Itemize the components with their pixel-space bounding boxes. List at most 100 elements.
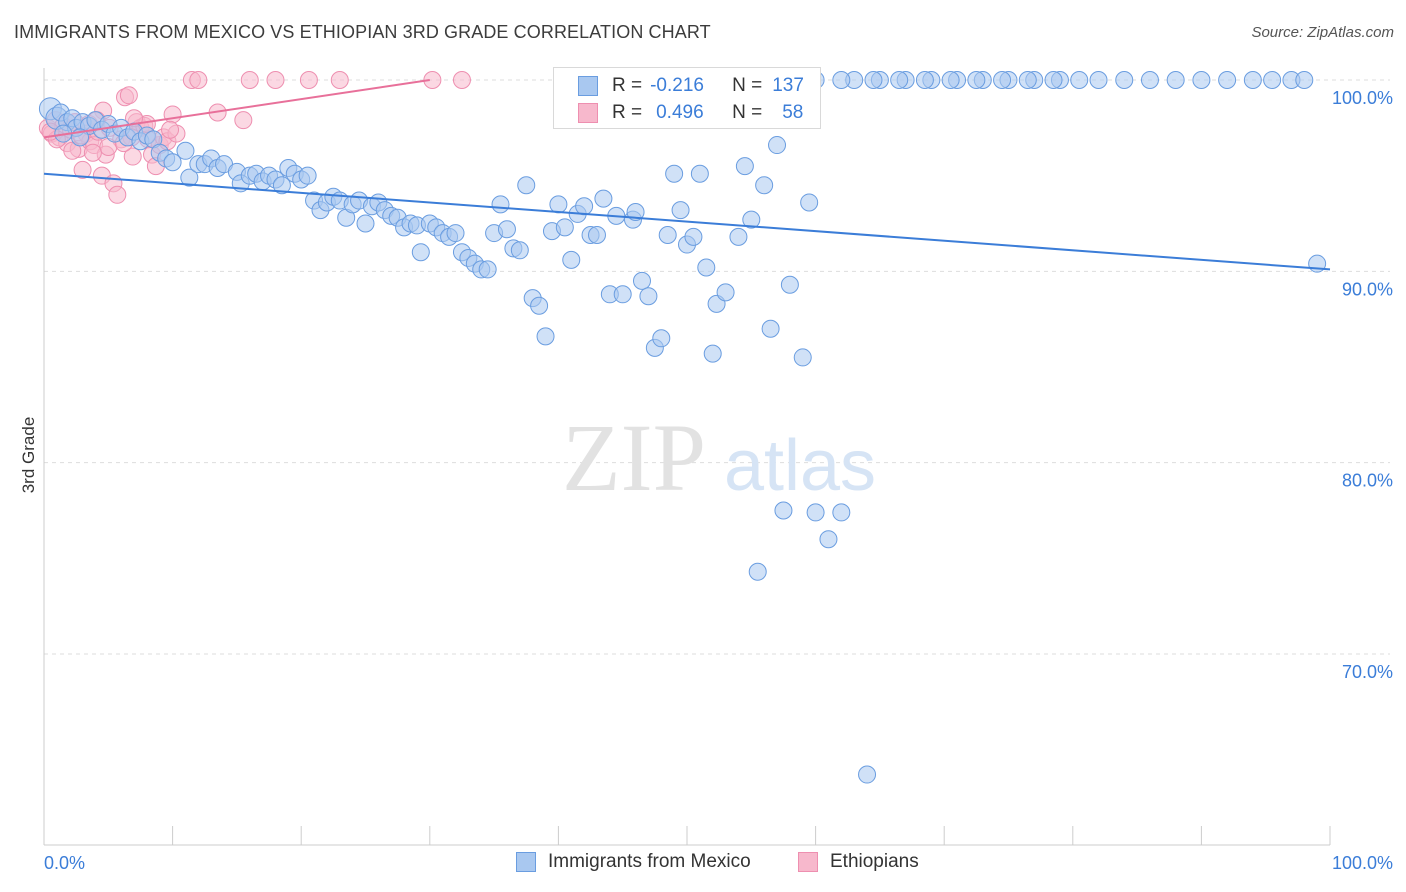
point-ethiopians [83, 143, 102, 162]
point-mexico [1218, 71, 1237, 89]
point-mexico [832, 503, 851, 522]
legend-item-mexico: Immigrants from Mexico [516, 851, 751, 873]
point-mexico [549, 195, 568, 214]
point-mexico [890, 71, 909, 89]
point-mexico [272, 176, 291, 195]
watermark-zip: ZIP [562, 404, 706, 511]
watermark: ZIP atlas [562, 404, 876, 511]
legend-n-value: 137 [772, 75, 804, 96]
point-mexico [1115, 71, 1134, 89]
point-mexico [671, 201, 690, 220]
point-mexico [1243, 71, 1262, 89]
point-mexico [703, 344, 722, 363]
point-mexico [742, 210, 761, 229]
grid-lines [44, 79, 1390, 655]
point-mexico [1263, 71, 1282, 89]
legend-swatch-pink [798, 852, 818, 872]
point-mexico [1140, 71, 1159, 89]
legend-r-value: 0.496 [656, 102, 704, 123]
legend-item-ethiopians: Ethiopians [798, 851, 919, 873]
legend-swatch-blue [578, 76, 598, 96]
point-ethiopians [330, 71, 349, 89]
point-mexico [1295, 71, 1314, 89]
legend-row-mexico: R = -0.216 N = 137 [578, 73, 804, 99]
point-mexico [356, 214, 375, 233]
legend-label-mexico: Immigrants from Mexico [548, 851, 751, 872]
point-mexico [729, 227, 748, 246]
x-tick-label: 0.0% [44, 853, 85, 873]
point-ethiopians [123, 147, 142, 166]
point-mexico [832, 71, 851, 89]
point-mexico [774, 501, 793, 520]
point-mexico [1070, 71, 1089, 89]
x-tick-label: 100.0% [1332, 853, 1393, 873]
point-mexico [819, 530, 838, 549]
legend-r-label: R = [612, 102, 643, 123]
point-ethiopians [108, 185, 127, 204]
point-mexico [690, 164, 709, 183]
point-mexico [993, 71, 1012, 89]
point-ethiopians [73, 160, 92, 179]
point-mexico [575, 197, 594, 216]
y-tick-label: 90.0% [1342, 279, 1393, 299]
point-mexico [632, 271, 651, 290]
point-ethiopians [452, 71, 471, 89]
point-mexico [639, 287, 658, 306]
point-mexico [1166, 71, 1185, 89]
point-mexico [1044, 71, 1063, 89]
y-tick-label: 70.0% [1342, 662, 1393, 682]
point-mexico [768, 136, 787, 155]
point-mexico [915, 71, 934, 89]
point-mexico [163, 153, 182, 172]
point-mexico [176, 141, 195, 160]
point-ethiopians [299, 71, 318, 89]
chart-source: Source: ZipAtlas.com [1251, 24, 1394, 41]
y-tick-label: 100.0% [1332, 88, 1393, 108]
point-mexico [411, 243, 430, 262]
point-mexico [967, 71, 986, 89]
point-mexico [806, 503, 825, 522]
chart-title: IMMIGRANTS FROM MEXICO VS ETHIOPIAN 3RD … [14, 22, 711, 42]
point-mexico [1089, 71, 1108, 89]
point-mexico [626, 203, 645, 222]
point-mexico [594, 189, 613, 208]
legend-label-ethiopians: Ethiopians [830, 851, 919, 872]
point-mexico [793, 348, 812, 367]
point-mexico [613, 285, 632, 304]
point-mexico [684, 227, 703, 246]
legend-n-label: N = [732, 102, 763, 123]
point-mexico [446, 224, 465, 243]
trend-line-ethiopians [43, 79, 430, 139]
point-ethiopians [240, 71, 259, 89]
point-mexico [755, 176, 774, 195]
point-ethiopians [234, 111, 253, 130]
y-tick-label: 80.0% [1342, 471, 1393, 491]
legend-row-ethiopians: R = 0.496 N = 58 [578, 100, 803, 126]
point-mexico [180, 168, 199, 187]
legend-r-label: R = [612, 75, 643, 96]
axes [43, 68, 1331, 846]
point-mexico [652, 329, 671, 348]
point-mexico [658, 225, 677, 244]
point-ethiopians [63, 141, 82, 160]
point-mexico [941, 71, 960, 89]
point-mexico [562, 250, 581, 269]
point-mexico [298, 166, 317, 185]
legend-r-value: -0.216 [650, 75, 704, 96]
point-mexico [510, 241, 529, 260]
point-mexico [748, 562, 767, 581]
legend-swatch-blue [516, 852, 536, 872]
data-points [38, 71, 1327, 784]
point-mexico [1018, 71, 1037, 89]
trend-lines [43, 79, 1331, 271]
point-mexico [858, 765, 877, 784]
point-mexico [1192, 71, 1211, 89]
point-mexico [555, 218, 574, 237]
point-mexico [761, 319, 780, 338]
point-ethiopians [163, 105, 182, 124]
point-ethiopians [119, 86, 138, 105]
point-mexico [665, 164, 684, 183]
correlation-legend: R = -0.216 N = 137 R = 0.496 N = 58 [553, 67, 821, 129]
point-mexico [864, 71, 883, 89]
